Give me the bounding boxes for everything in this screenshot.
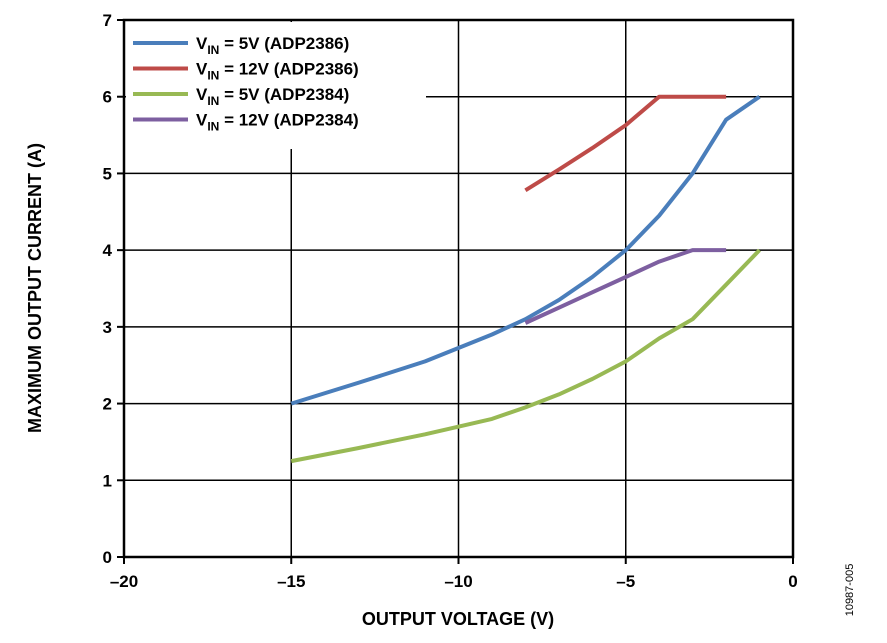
y-tick-label: 6 xyxy=(103,88,112,107)
y-tick-label: 7 xyxy=(103,11,112,30)
y-tick-label: 5 xyxy=(103,164,112,183)
series-line-3 xyxy=(290,248,761,464)
y-tick-label: 1 xyxy=(103,471,112,490)
x-tick-label: –20 xyxy=(110,572,138,591)
y-tick-label: 2 xyxy=(103,395,112,414)
x-tick-label: 0 xyxy=(788,572,797,591)
legend-label-3: VIN = 5V (ADP2384) xyxy=(196,85,349,108)
legend: VIN = 5V (ADP2386)VIN = 12V (ADP2386)VIN… xyxy=(126,22,426,149)
series-line-2 xyxy=(524,94,727,193)
y-tick-label: 0 xyxy=(103,548,112,567)
x-tick-label: –5 xyxy=(616,572,635,591)
y-tick-label: 4 xyxy=(103,241,113,260)
y-axis-title: MAXIMUM OUTPUT CURRENT (A) xyxy=(25,143,45,433)
series-layer xyxy=(290,94,761,464)
x-tick-label: –15 xyxy=(277,572,305,591)
x-axis-title: OUTPUT VOLTAGE (V) xyxy=(362,609,554,629)
series-line-4 xyxy=(524,248,727,325)
legend-label-4: VIN = 12V (ADP2384) xyxy=(196,111,359,134)
figure-id: 10987-005 xyxy=(844,564,856,617)
series-line-1 xyxy=(290,95,761,406)
grid-lines xyxy=(124,20,793,557)
legend-label-2: VIN = 12V (ADP2386) xyxy=(196,60,359,83)
x-tick-label: –10 xyxy=(444,572,472,591)
axis-ticks: –20 –15 –10 –5 0 0 1 2 3 4 5 6 7 xyxy=(103,11,798,591)
y-tick-label: 3 xyxy=(103,318,112,337)
legend-label-1: VIN = 5V (ADP2386) xyxy=(196,34,349,57)
